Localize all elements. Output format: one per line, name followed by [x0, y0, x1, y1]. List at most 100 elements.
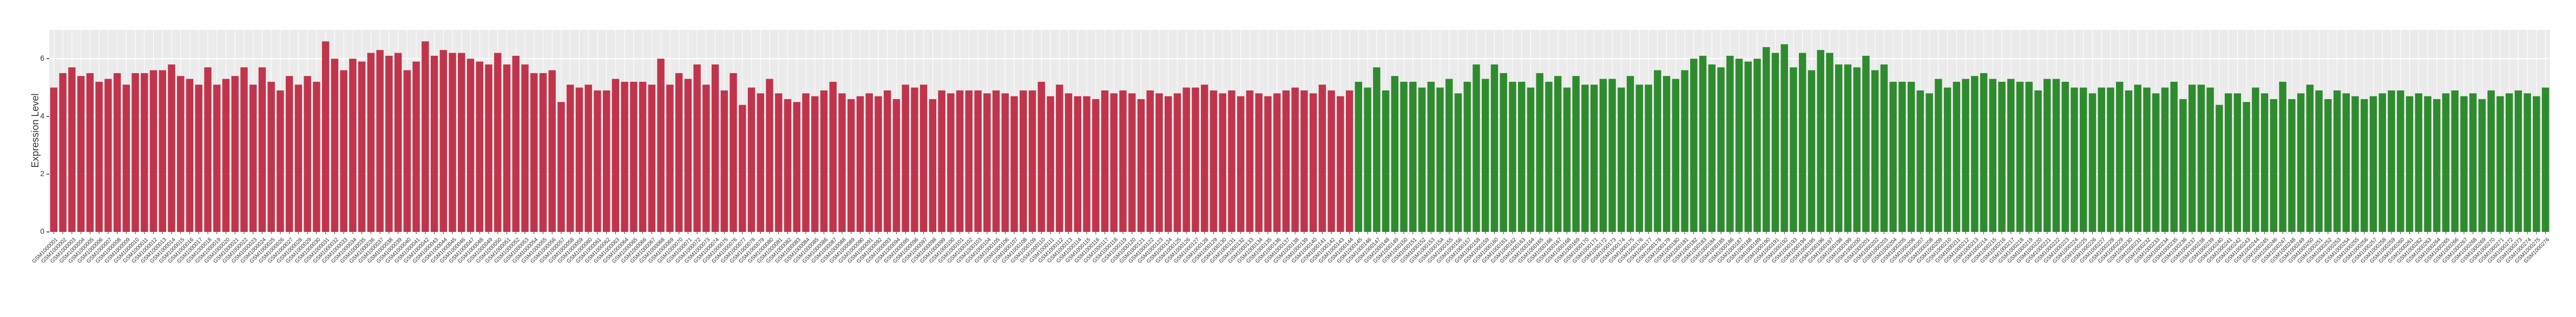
bar: [2179, 99, 2187, 232]
bar: [186, 79, 194, 232]
bar: [1690, 59, 1698, 232]
bar: [1608, 79, 1616, 232]
bar: [1237, 96, 1245, 232]
bar: [2116, 81, 2124, 232]
bar: [321, 41, 330, 232]
bar: [2243, 102, 2250, 232]
bar: [385, 55, 393, 232]
bar: [1490, 64, 1499, 232]
bar: [222, 79, 230, 232]
bar: [2533, 96, 2540, 232]
bar: [702, 85, 710, 232]
bar: [267, 81, 275, 232]
bar: [141, 73, 148, 232]
bar: [2170, 81, 2178, 232]
bar: [1337, 96, 1344, 232]
bar: [757, 93, 765, 232]
bar: [1509, 81, 1516, 232]
bar: [911, 87, 918, 232]
bar: [838, 93, 846, 232]
bar: [1645, 85, 1652, 232]
bar: [1463, 81, 1471, 232]
y-tick-label: 4: [40, 112, 44, 120]
bar: [2361, 99, 2368, 232]
bar: [1654, 70, 1661, 232]
bar: [1255, 93, 1263, 232]
bar: [1382, 90, 1390, 232]
bar: [730, 73, 737, 232]
bar: [2541, 87, 2549, 232]
bar: [1264, 96, 1272, 232]
bar: [2351, 96, 2359, 232]
bar: [367, 53, 375, 232]
bar: [1780, 44, 1788, 232]
bar: [1763, 47, 1770, 232]
bar: [2161, 87, 2169, 232]
bar: [1871, 70, 1879, 232]
y-axis-title: Expression Level: [30, 93, 41, 167]
bar: [1626, 76, 1634, 232]
bar: [802, 93, 810, 232]
bar: [394, 53, 402, 232]
bar: [159, 70, 166, 232]
bar: [2016, 81, 2024, 232]
bar: [2034, 90, 2042, 232]
bar: [666, 85, 674, 232]
bar: [1980, 73, 1988, 232]
bar: [1418, 87, 1426, 232]
bar: [1717, 67, 1725, 232]
bar: [376, 50, 384, 232]
bar: [1110, 93, 1118, 232]
bar: [1916, 90, 1924, 232]
bar: [358, 61, 366, 232]
bar: [2451, 90, 2459, 232]
bar: [639, 81, 647, 232]
bar: [1165, 96, 1172, 232]
bar: [1536, 73, 1543, 232]
bar: [2071, 87, 2078, 232]
bar: [902, 85, 909, 232]
bar: [476, 61, 483, 232]
bar: [865, 93, 873, 232]
bar: [1898, 81, 1906, 232]
bar: [1246, 90, 1254, 232]
bar: [2306, 85, 2314, 232]
bar: [1192, 87, 1199, 232]
bar: [2152, 93, 2160, 232]
bar: [1953, 81, 1961, 232]
bar: [2252, 87, 2259, 232]
bar: [2061, 81, 2069, 232]
bar: [2496, 96, 2504, 232]
bar: [1128, 93, 1136, 232]
bar: [1219, 93, 1226, 232]
bar: [2216, 105, 2223, 232]
bar: [856, 96, 864, 232]
bar: [1482, 79, 1489, 232]
bar: [711, 64, 719, 232]
bar: [2025, 81, 2033, 232]
bar: [340, 70, 347, 232]
bar: [195, 85, 202, 232]
bar: [1427, 81, 1435, 232]
bar: [612, 79, 620, 232]
bar: [1309, 93, 1317, 232]
bar: [1010, 96, 1018, 232]
bar: [956, 90, 964, 232]
bar: [1282, 90, 1290, 232]
bar: [68, 67, 76, 232]
bar: [2197, 85, 2205, 232]
bar: [1064, 93, 1073, 232]
bar: [1880, 64, 1888, 232]
bar: [59, 73, 67, 232]
bar: [766, 79, 773, 232]
bar: [1391, 76, 1398, 232]
bar: [575, 87, 583, 232]
bar: [1708, 64, 1716, 232]
bar: [204, 67, 212, 232]
bar: [1400, 81, 1408, 232]
bar: [2134, 85, 2141, 232]
bar: [539, 73, 547, 232]
bar: [1662, 76, 1671, 232]
